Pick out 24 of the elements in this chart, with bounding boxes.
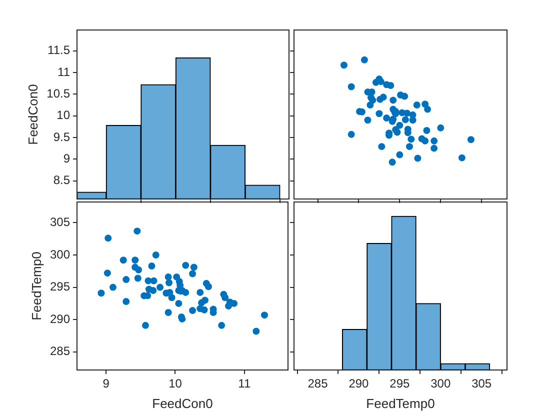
x-axis-title: FeedCon0 [152,396,213,411]
x-tick-label: 290 [348,376,370,391]
y-tick-label: 285 [50,344,70,358]
x-tick-label: 300 [430,376,451,391]
y-tick-label: 8.5 [53,173,70,188]
x-tick-label: 295 [390,376,410,391]
x-tick-label: 285 [308,376,328,391]
y-tick-label: 9 [63,151,70,166]
y-axis-title: FeedTemp0 [28,252,44,320]
y-tick-label: 300 [50,247,70,262]
y-tick-label: 11 [58,64,70,79]
x-tick-label: 9 [102,376,110,391]
y-tick-label: 11.5 [48,43,70,58]
x-tick-label: 305 [472,376,492,391]
y-axis-title: FeedCon0 [25,84,40,145]
y-tick-label: 10.5 [46,86,70,100]
x-axis-title: FeedTemp0 [366,396,435,411]
x-tick-label: 10 [168,376,182,391]
y-tick-label: 305 [50,214,70,229]
y-tick-label: 295 [50,280,70,294]
y-tick-label: 9.5 [53,130,70,144]
y-tick-label: 10 [56,108,70,122]
y-tick-label: 290 [50,312,70,326]
x-tick-label: 11 [238,376,251,391]
